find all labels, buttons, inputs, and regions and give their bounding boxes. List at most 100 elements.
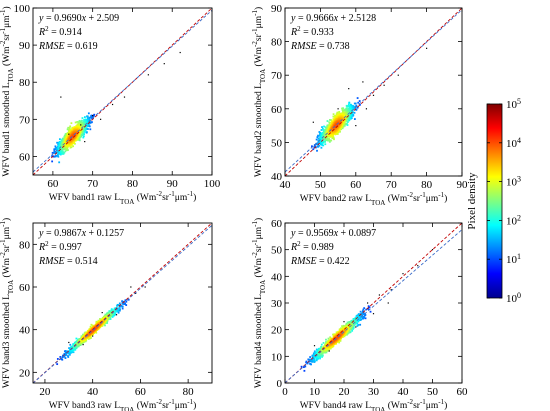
density-point: [362, 313, 365, 316]
density-point: [90, 337, 92, 339]
density-point: [325, 338, 327, 341]
outlier-point: [365, 108, 368, 110]
density-point: [313, 350, 316, 353]
density-point: [90, 323, 93, 326]
x-tick-label: 80: [127, 178, 139, 190]
outlier-point: [130, 286, 132, 288]
density-point: [360, 314, 363, 317]
density-point: [67, 355, 69, 357]
axes-frame: [284, 7, 463, 177]
x-tick-label: 100: [204, 178, 221, 190]
density-point: [368, 306, 371, 309]
density-point: [87, 112, 90, 115]
density-point: [116, 304, 118, 307]
density-point: [117, 304, 120, 306]
density-point: [345, 333, 348, 336]
density-point: [345, 322, 348, 325]
density-point: [345, 109, 348, 111]
r-squared: R2 = 0.914: [38, 25, 82, 38]
density-point: [58, 161, 61, 164]
density-point: [83, 131, 86, 133]
outlier-point: [348, 88, 350, 90]
density-point: [361, 317, 364, 320]
x-tick-label: 40: [280, 179, 292, 191]
density-point: [321, 133, 324, 136]
density-point: [333, 116, 336, 118]
density-point: [78, 139, 81, 142]
density-point: [309, 356, 312, 358]
density-point: [62, 137, 64, 140]
density-point: [61, 356, 64, 359]
y-tick-label: 80: [19, 77, 31, 89]
density-point: [320, 141, 323, 144]
density-point: [315, 351, 318, 354]
density-point: [343, 124, 346, 127]
density-point: [317, 137, 320, 140]
density-point: [309, 362, 312, 365]
density-point: [60, 152, 63, 155]
density-point: [83, 116, 86, 119]
density-point: [60, 358, 63, 361]
outlier-point: [355, 125, 357, 127]
density-point: [312, 352, 315, 355]
density-point: [118, 302, 121, 305]
density-point: [328, 121, 331, 124]
density-point: [324, 126, 327, 129]
density-point: [341, 109, 344, 112]
density-point: [89, 128, 92, 131]
density-point: [61, 152, 64, 155]
density-point: [341, 325, 343, 328]
density-point: [114, 313, 117, 316]
density-point: [88, 122, 91, 125]
density-point: [68, 128, 71, 131]
density-point: [316, 349, 319, 352]
density-point: [324, 140, 326, 143]
density-point: [85, 131, 88, 134]
density-point: [332, 115, 335, 118]
density-point: [69, 146, 72, 149]
density-point: [335, 133, 338, 135]
density-point: [71, 126, 74, 129]
r-squared: R2 = 0.933: [290, 25, 334, 38]
density-point: [321, 126, 323, 128]
density-point: [315, 359, 318, 362]
density-point: [355, 104, 358, 107]
y-tick-label: 60: [19, 282, 31, 294]
density-point: [331, 125, 334, 127]
outlier-point: [101, 312, 103, 314]
density-point: [309, 360, 312, 363]
density-point: [57, 155, 60, 158]
y-tick-label: 70: [271, 70, 283, 82]
density-point: [97, 319, 100, 322]
density-point: [365, 308, 368, 311]
density-point: [127, 298, 130, 301]
density-point: [317, 357, 320, 360]
density-point: [119, 308, 121, 311]
x-tick-label: 20: [39, 386, 51, 398]
density-point: [83, 119, 86, 122]
density-point: [358, 315, 361, 318]
density-point: [305, 360, 308, 363]
outlier-point: [68, 133, 70, 135]
density-point: [357, 316, 359, 319]
density-point: [89, 335, 92, 338]
density-point: [56, 358, 59, 360]
outlier-point: [383, 84, 385, 86]
density-point: [346, 124, 349, 126]
density-point: [72, 145, 75, 148]
density-point: [315, 138, 318, 141]
density-point: [350, 106, 353, 108]
density-point: [65, 147, 67, 150]
density-point: [320, 146, 323, 149]
density-point: [60, 146, 63, 149]
density-point: [121, 305, 124, 308]
one-to-one-line: [285, 8, 462, 176]
density-point: [71, 141, 74, 143]
density-point: [63, 151, 66, 154]
density-point: [330, 139, 333, 142]
density-point: [325, 351, 328, 354]
density-point: [320, 143, 323, 146]
density-point: [342, 124, 345, 127]
outlier-point: [82, 344, 84, 346]
density-point: [334, 124, 337, 127]
